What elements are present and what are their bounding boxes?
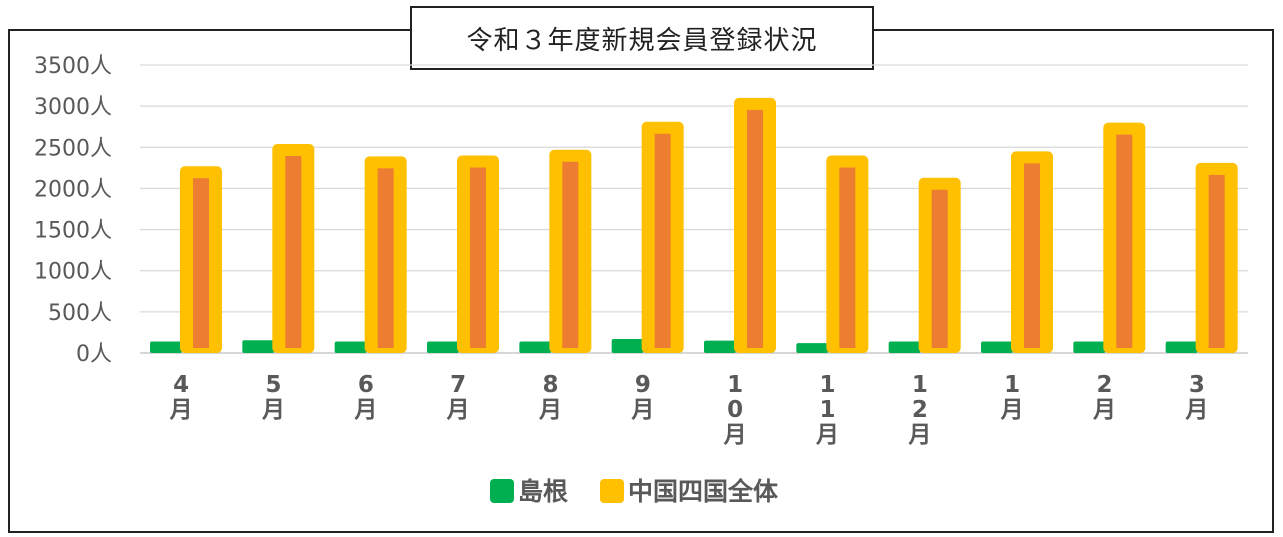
x-category-label: 7月 [446, 372, 470, 423]
x-category-char: 1 [819, 372, 835, 398]
y-tick-label: 1000人 [34, 260, 112, 285]
bar-shimane [704, 340, 736, 353]
x-category-char: 1 [819, 397, 835, 423]
x-category-char: 9 [635, 372, 651, 398]
x-category-char: 7 [450, 372, 466, 398]
bar-shimane [150, 341, 182, 353]
bar-chugoku-shikoku-inner [654, 133, 671, 348]
y-axis: 0人 500人 1000人 1500人 2000人 2500人 3000人 3500人 [34, 54, 112, 367]
x-category-char: 6 [358, 372, 374, 398]
bars [150, 97, 1238, 354]
x-category-char: 月 [169, 397, 193, 423]
bar-chugoku-shikoku-inner [747, 109, 763, 349]
y-tick-label: 3500人 [34, 54, 112, 79]
x-category-label: 2月 [1092, 372, 1116, 423]
x-category-label: 11月 [815, 372, 839, 448]
x-category-label: 1月 [1000, 372, 1024, 423]
y-tick-label: 500人 [48, 301, 112, 326]
x-category-label: 4月 [169, 372, 193, 423]
x-category-label: 9月 [630, 372, 654, 423]
x-category-char: 4 [173, 372, 189, 398]
legend-swatch [600, 479, 624, 503]
x-category-char: 月 [907, 422, 931, 448]
legend-label: 島根 [518, 477, 568, 506]
x-category-char: 1 [912, 372, 928, 398]
chart-title: 令和３年度新規会員登録状況 [410, 6, 874, 70]
x-category-char: 月 [723, 422, 747, 448]
x-category-char: 月 [815, 422, 839, 448]
x-category-label: 6月 [353, 372, 377, 423]
x-category-label: 5月 [261, 372, 285, 423]
bar-chugoku-shikoku-inner [285, 155, 302, 348]
bar-chugoku-shikoku-inner [1208, 174, 1225, 348]
bar-chugoku-shikoku-inner [377, 168, 394, 348]
bar-shimane [427, 341, 459, 353]
x-category-char: 月 [538, 397, 562, 423]
x-category-label: 10月 [723, 372, 747, 448]
legend-item: 中国四国全体 [600, 477, 779, 506]
x-category-char: 月 [261, 397, 285, 423]
bar-shimane [981, 341, 1013, 353]
bar-shimane [334, 341, 367, 353]
x-category-char: 2 [1096, 372, 1112, 398]
gridlines [140, 64, 1248, 354]
bar-shimane [1165, 341, 1198, 353]
legend: 島根 中国四国全体 [490, 477, 779, 506]
bar-chugoku-shikoku-inner [1024, 163, 1040, 348]
bar-chugoku-shikoku-inner [839, 167, 856, 348]
x-category-char: 0 [727, 397, 743, 423]
bar-shimane [611, 339, 644, 353]
y-tick-label: 0人 [76, 342, 112, 367]
x-category-char: 月 [1000, 397, 1024, 423]
x-category-label: 12月 [907, 372, 931, 448]
y-tick-label: 2500人 [34, 136, 112, 161]
x-category-char: 1 [1004, 372, 1020, 398]
legend-item: 島根 [490, 477, 568, 506]
bar-shimane [519, 341, 552, 353]
bar-chugoku-shikoku-inner [193, 178, 209, 348]
x-category-char: 月 [353, 397, 377, 423]
bar-chugoku-shikoku-inner [562, 161, 579, 348]
x-category-char: 3 [1189, 372, 1205, 398]
x-category-char: 1 [727, 372, 743, 398]
legend-swatch [490, 479, 514, 503]
y-tick-label: 3000人 [34, 95, 112, 120]
y-tick-label: 1500人 [34, 219, 112, 244]
legend-label: 中国四国全体 [628, 477, 779, 506]
x-category-label: 3月 [1184, 372, 1208, 423]
bar-shimane [796, 343, 829, 353]
bar-chugoku-shikoku-inner [1116, 134, 1133, 348]
x-category-char: 月 [1092, 397, 1116, 423]
bar-chugoku-shikoku-inner [470, 167, 486, 348]
bar-shimane [888, 341, 921, 353]
bar-chugoku-shikoku-inner [931, 189, 948, 348]
x-category-label: 8月 [538, 372, 562, 423]
y-tick-label: 2000人 [34, 177, 112, 202]
x-category-char: 月 [446, 397, 470, 423]
x-category-char: 8 [542, 372, 558, 398]
bar-shimane [242, 340, 275, 353]
x-category-char: 2 [912, 397, 928, 423]
x-category-char: 月 [630, 397, 654, 423]
bar-shimane [1073, 341, 1106, 353]
x-category-char: 月 [1184, 397, 1208, 423]
x-category-char: 5 [265, 372, 281, 398]
